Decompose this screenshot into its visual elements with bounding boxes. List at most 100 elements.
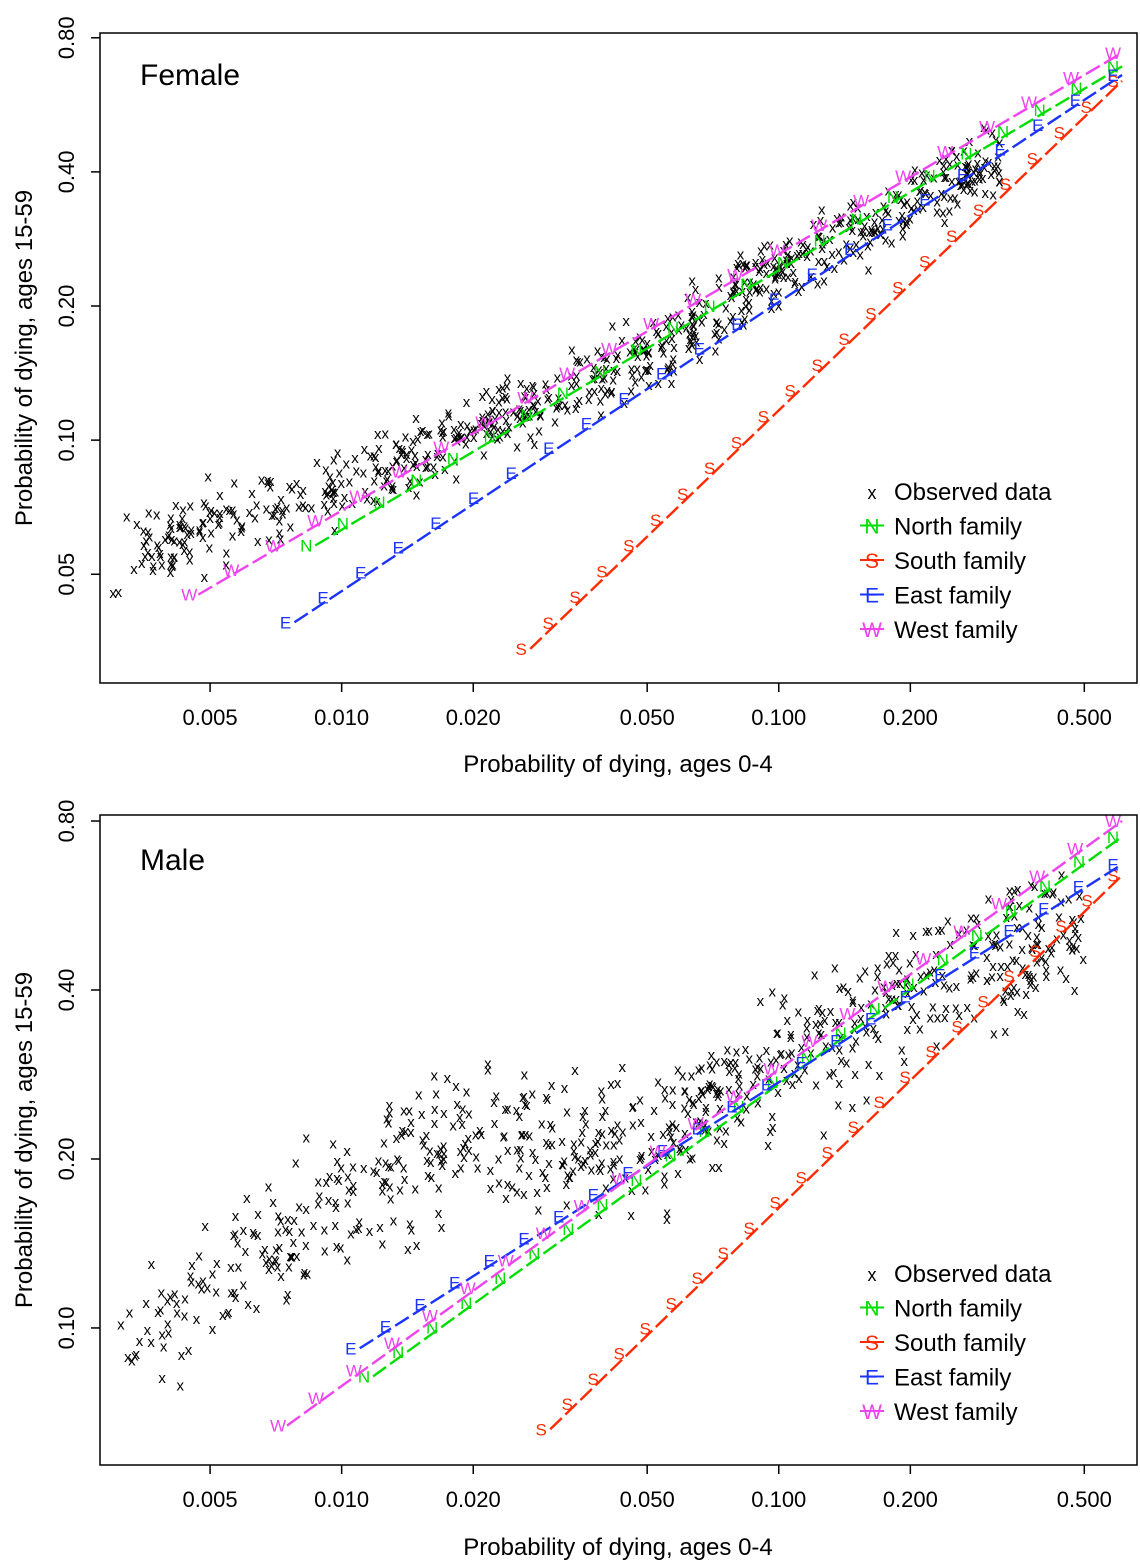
female-observed-point: x [863,208,871,225]
male-observed-point: x [779,996,787,1013]
male-observed-point: x [231,1284,239,1301]
male-observed-point: x [637,1114,645,1131]
male-observed-point: x [690,1096,698,1113]
female-observed-point: x [741,311,749,328]
male-observed-point: x [266,1251,274,1268]
female-observed-point: x [859,223,867,240]
female-observed-point: x [715,279,723,296]
female-observed-point: x [181,533,189,550]
female-observed-point: x [823,258,831,275]
male-observed-point: x [610,1137,618,1154]
female-observed-point: x [331,522,339,539]
female-observed-point: x [381,462,389,479]
male-observed-point: x [262,1254,270,1271]
female-north-family-marker: N [1070,79,1082,98]
male-observed-point: x [787,1029,795,1046]
female-observed-point: x [167,564,175,581]
female-observed-point: x [406,472,414,489]
male-observed-point: x [360,1160,368,1177]
female-observed-point: x [895,187,903,204]
male-observed-point: x [474,1159,482,1176]
male-observed-point: x [636,1091,644,1108]
male-observed-point: x [681,1083,689,1100]
female-observed-point: x [156,545,164,562]
female-observed-point: x [874,220,882,237]
male-observed-point: x [344,1251,352,1268]
female-south-family-marker: S [1054,124,1065,143]
male-south-family-marker: S [614,1345,625,1364]
female-west-family-marker: W [223,561,239,580]
female-observed-point: x [711,325,719,342]
male-observed-point: x [438,1219,446,1236]
female-observed-point: x [230,506,238,523]
female-observed-point: x [980,119,988,136]
male-observed-point: x [333,1170,341,1187]
male-observed-point: x [571,1062,579,1079]
female-south-family-marker: S [677,485,688,504]
female-observed-point: x [419,422,427,439]
male-observed-point: x [543,1179,551,1196]
male-y-tick-label: 0.10 [54,1307,79,1350]
male-observed-point: x [681,1083,689,1100]
male-observed-point: x [835,1014,843,1031]
male-observed-point: x [472,1127,480,1144]
male-observed-point: x [769,984,777,1001]
female-observed-point: x [933,203,941,220]
female-south-family-marker: S [785,382,796,401]
female-observed-point: x [207,525,215,542]
female-observed-point: x [645,343,653,360]
female-observed-point: x [645,377,653,394]
male-observed-point: x [971,937,979,954]
female-observed-point: x [799,245,807,262]
male-west-family-marker: W [460,1279,476,1298]
male-observed-point: x [520,1186,528,1203]
male-observed-point: x [871,982,879,999]
female-observed-point: x [351,450,359,467]
male-observed-point: x [1045,940,1053,957]
female-observed-point: x [742,258,750,275]
female-observed-point: x [405,479,413,496]
female-observed-point: x [517,375,525,392]
male-observed-point: x [517,1150,525,1167]
female-east-family-marker: E [280,613,291,632]
male-observed-point: x [185,1342,193,1359]
female-observed-point: x [861,218,869,235]
female-north-family-marker: N [1107,57,1119,76]
male-observed-point: x [269,1194,277,1211]
female-observed-point: x [176,516,184,533]
male-observed-point: x [814,1002,822,1019]
male-observed-point: x [708,1047,716,1064]
male-observed-point: x [1004,958,1012,975]
male-observed-point: x [333,1238,341,1255]
female-observed-point: x [385,462,393,479]
female-observed-point: x [266,478,274,495]
male-observed-point: x [669,1115,677,1132]
male-south-family-marker: S [1055,917,1066,936]
female-observed-point: x [430,459,438,476]
male-observed-point: x [334,1153,342,1170]
male-observed-point: x [1028,941,1036,958]
male-observed-point: x [913,1006,921,1023]
female-observed-point: x [795,283,803,300]
male-observed-point: x [783,1012,791,1029]
male-observed-point: x [545,1136,553,1153]
female-observed-point: x [141,548,149,565]
male-observed-point: x [594,1133,602,1150]
female-observed-point: x [516,401,524,418]
male-observed-point: x [1071,920,1079,937]
male-observed-point: x [661,1090,669,1107]
male-observed-point: x [387,1190,395,1207]
male-x-tick-label: 0.200 [883,1487,938,1512]
male-observed-point: x [230,1227,238,1244]
female-observed-point: x [321,483,329,500]
male-observed-point: x [265,1261,273,1278]
female-observed-point: x [433,448,441,465]
female-observed-point: x [180,542,188,559]
male-observed-point: x [136,1333,144,1350]
male-observed-point: x [580,1156,588,1173]
female-observed-point: x [752,254,760,271]
female-observed-point: x [323,486,331,503]
female-observed-point: x [689,315,697,332]
male-observed-point: x [465,1105,473,1122]
female-observed-point: x [223,545,231,562]
